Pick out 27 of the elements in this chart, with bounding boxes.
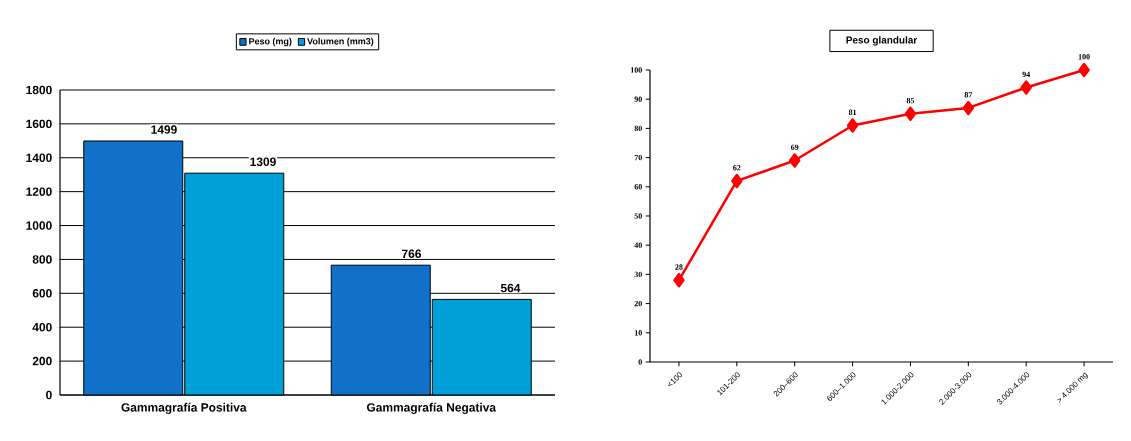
- y-tick-label: 200: [32, 356, 52, 366]
- y-tick-label: 1000: [26, 221, 52, 230]
- point: [731, 173, 743, 189]
- y-tick-label: 1800: [26, 85, 52, 95]
- y-tick-label: 400: [32, 322, 52, 332]
- legend-label: Volumen (mm3): [307, 37, 374, 47]
- y-tick-label: 1400: [26, 153, 52, 162]
- y-tick-label: 1600: [26, 119, 52, 129]
- y-tick-label: 1200: [26, 187, 52, 196]
- data-label: 1499: [151, 125, 177, 134]
- point: [1020, 80, 1032, 95]
- point: [788, 153, 801, 168]
- y-tick-label: 0: [46, 390, 52, 400]
- x-tick-label: Gammagrafía Negativa: [366, 402, 497, 415]
- y-tick-label: 800: [32, 255, 52, 264]
- point: [673, 273, 685, 288]
- legend-label: Peso (mg): [249, 37, 292, 47]
- point: [1078, 62, 1090, 78]
- data-label: 766: [402, 249, 421, 259]
- point: [904, 106, 917, 122]
- point: [846, 118, 859, 133]
- y-tick-label: 600: [32, 289, 52, 298]
- chart-title: Peso glandular: [846, 36, 918, 46]
- point: [962, 100, 975, 116]
- data-label: 1309: [250, 157, 276, 167]
- x-tick-label: Gammagrafía Positiva: [121, 402, 247, 415]
- data-label: 564: [500, 283, 521, 293]
